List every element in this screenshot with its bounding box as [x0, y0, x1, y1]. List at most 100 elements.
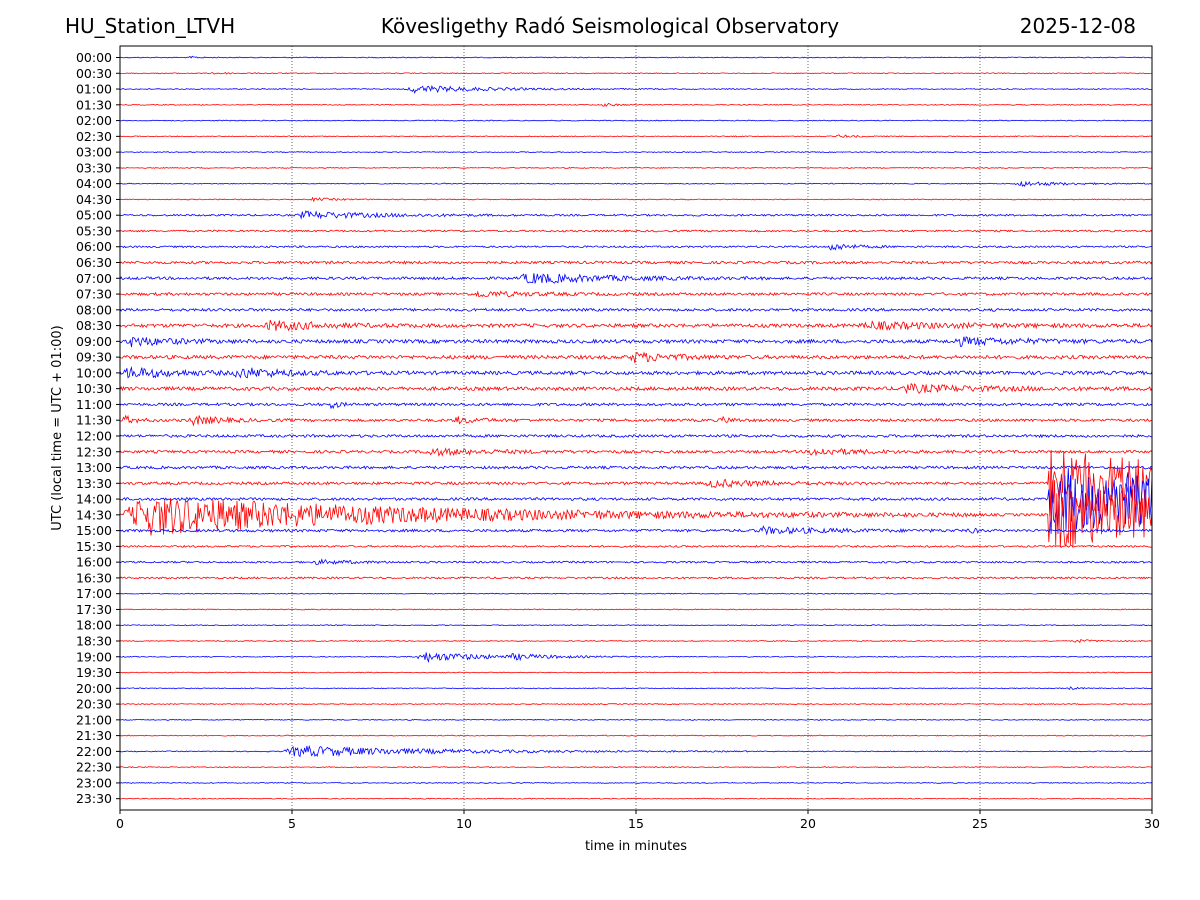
- trace-0630: [120, 260, 1152, 265]
- y-tick-label: 14:30: [76, 507, 112, 522]
- trace-1030: [120, 382, 1152, 395]
- trace-1200: [120, 433, 1152, 439]
- y-axis-label: UTC (local time = UTC + 01:00): [50, 325, 65, 530]
- trace-layer: [120, 55, 1152, 800]
- y-tick-label: 03:30: [76, 160, 112, 175]
- y-tick-label: 01:30: [76, 97, 112, 112]
- y-tick-label: 15:00: [76, 523, 112, 538]
- y-tick-label: 19:00: [76, 649, 112, 664]
- y-tick-label: 17:30: [76, 602, 112, 617]
- trace-0330: [120, 166, 1152, 169]
- trace-0500: [120, 210, 1152, 220]
- trace-0400: [120, 180, 1152, 188]
- y-tick-label: 12:00: [76, 428, 112, 443]
- y-tick-label: 10:00: [76, 365, 112, 380]
- trace-0530: [120, 229, 1152, 233]
- y-tick-label: 13:00: [76, 460, 112, 475]
- y-tick-label: 18:30: [76, 633, 112, 648]
- y-axis-ticks: 00:0000:3001:0001:3002:0002:3003:0003:30…: [76, 50, 120, 806]
- y-tick-label: 08:00: [76, 302, 112, 317]
- trace-1600: [120, 558, 1152, 565]
- y-tick-label: 12:30: [76, 444, 112, 459]
- x-tick-label: 25: [972, 816, 988, 831]
- trace-2130: [120, 734, 1152, 737]
- y-tick-label: 14:00: [76, 492, 112, 507]
- y-tick-label: 06:00: [76, 239, 112, 254]
- trace-0830: [120, 319, 1152, 332]
- trace-1430: [120, 480, 1152, 548]
- trace-0900: [120, 336, 1152, 348]
- grid-lines: [291, 46, 981, 810]
- trace-0130: [120, 102, 1152, 108]
- y-tick-label: 02:00: [76, 113, 112, 128]
- y-tick-label: 21:00: [76, 712, 112, 727]
- trace-0930: [120, 351, 1152, 364]
- y-tick-label: 23:30: [76, 791, 112, 806]
- y-tick-label: 05:30: [76, 223, 112, 238]
- station-name: HU_Station_LTVH: [65, 14, 236, 38]
- y-tick-label: 13:30: [76, 476, 112, 491]
- x-axis-label: time in minutes: [585, 839, 687, 854]
- trace-1230: [120, 447, 1152, 457]
- trace-2030: [120, 703, 1152, 705]
- trace-0600: [120, 243, 1152, 251]
- trace-1100: [120, 401, 1152, 410]
- y-tick-label: 22:00: [76, 744, 112, 759]
- trace-2000: [120, 686, 1152, 691]
- trace-2230: [120, 766, 1152, 769]
- y-tick-label: 02:30: [76, 129, 112, 144]
- trace-0430: [120, 196, 1152, 203]
- y-tick-label: 20:30: [76, 697, 112, 712]
- trace-1900: [120, 652, 1152, 663]
- trace-0700: [120, 273, 1152, 284]
- y-tick-label: 00:00: [76, 50, 112, 65]
- y-tick-label: 09:30: [76, 350, 112, 365]
- trace-0800: [120, 307, 1152, 313]
- y-tick-label: 22:30: [76, 760, 112, 775]
- trace-1000: [120, 366, 1152, 379]
- y-tick-label: 06:30: [76, 255, 112, 270]
- trace-1130: [120, 414, 1152, 427]
- y-tick-label: 03:00: [76, 145, 112, 160]
- y-tick-label: 04:00: [76, 176, 112, 191]
- y-tick-label: 16:30: [76, 570, 112, 585]
- x-tick-label: 15: [628, 816, 644, 831]
- y-tick-label: 21:30: [76, 728, 112, 743]
- y-tick-label: 04:30: [76, 192, 112, 207]
- x-tick-label: 0: [116, 816, 124, 831]
- trace-1700: [120, 592, 1152, 595]
- y-tick-label: 20:00: [76, 681, 112, 696]
- chart-date: 2025-12-08: [1019, 14, 1136, 38]
- trace-1530: [120, 544, 1152, 548]
- y-tick-label: 18:00: [76, 618, 112, 633]
- trace-2300: [120, 782, 1152, 784]
- y-tick-label: 10:30: [76, 381, 112, 396]
- y-tick-label: 19:30: [76, 665, 112, 680]
- trace-0000: [120, 55, 1152, 59]
- trace-1300: [120, 465, 1152, 470]
- y-tick-label: 01:00: [76, 82, 112, 97]
- chart-title: Kövesligethy Radó Seismological Observat…: [380, 14, 840, 38]
- trace-2330: [120, 797, 1152, 800]
- y-tick-label: 05:00: [76, 208, 112, 223]
- x-axis-ticks: 0 5 10 15 20 25 30: [116, 810, 1160, 831]
- trace-0300: [120, 151, 1152, 154]
- trace-0100: [120, 84, 1152, 95]
- y-tick-label: 11:30: [76, 413, 112, 428]
- trace-1730: [120, 608, 1152, 611]
- trace-2200: [120, 744, 1152, 758]
- y-tick-label: 00:30: [76, 66, 112, 81]
- y-tick-label: 16:00: [76, 555, 112, 570]
- trace-0200: [120, 119, 1152, 122]
- trace-1630: [120, 576, 1152, 580]
- trace-0030: [120, 71, 1152, 75]
- y-tick-label: 07:00: [76, 271, 112, 286]
- trace-1330: [120, 449, 1152, 517]
- trace-1800: [120, 624, 1152, 627]
- x-tick-label: 20: [800, 816, 816, 831]
- y-tick-label: 07:30: [76, 287, 112, 302]
- y-tick-label: 08:30: [76, 318, 112, 333]
- trace-0730: [120, 290, 1152, 298]
- x-tick-label: 10: [456, 816, 472, 831]
